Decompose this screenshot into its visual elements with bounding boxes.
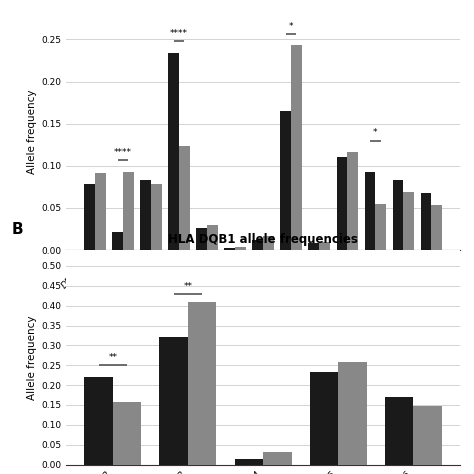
Bar xyxy=(291,46,302,250)
Bar xyxy=(403,192,414,250)
Bar xyxy=(281,111,291,250)
Bar xyxy=(235,247,246,250)
Bar xyxy=(338,363,367,465)
Bar xyxy=(112,232,123,250)
Text: ****: **** xyxy=(114,147,132,156)
Y-axis label: Allele frequency: Allele frequency xyxy=(27,90,37,174)
Bar xyxy=(123,172,134,250)
Legend: LOMG, Controls: LOMG, Controls xyxy=(194,345,332,364)
Title: HLA DQB1 allele frequencies: HLA DQB1 allele frequencies xyxy=(168,233,358,246)
Bar xyxy=(319,242,330,250)
Bar xyxy=(196,228,207,250)
Bar xyxy=(310,372,338,465)
Bar xyxy=(140,180,151,250)
Text: **: ** xyxy=(108,354,117,363)
Bar xyxy=(95,173,106,250)
Bar xyxy=(347,152,358,250)
Bar xyxy=(385,397,413,465)
Bar xyxy=(263,452,292,465)
Bar xyxy=(113,402,141,465)
Bar xyxy=(253,240,263,250)
Text: B: B xyxy=(11,222,23,237)
Bar xyxy=(151,183,162,250)
Y-axis label: Allele frequency: Allele frequency xyxy=(27,315,37,400)
Bar xyxy=(420,193,431,250)
Bar xyxy=(309,243,319,250)
Bar xyxy=(207,225,218,250)
Bar xyxy=(392,180,403,250)
Text: *: * xyxy=(289,22,293,31)
Bar xyxy=(179,146,190,250)
Bar xyxy=(337,157,347,250)
Bar xyxy=(375,204,386,250)
Text: *: * xyxy=(373,128,377,137)
Bar xyxy=(224,248,235,250)
Bar xyxy=(168,53,179,250)
Bar xyxy=(235,458,263,465)
Bar xyxy=(431,205,442,250)
Bar xyxy=(188,302,217,465)
Bar xyxy=(263,236,273,250)
Bar xyxy=(159,337,188,465)
Bar xyxy=(84,377,113,465)
Text: ****: **** xyxy=(170,29,188,38)
Bar xyxy=(365,172,375,250)
Bar xyxy=(84,184,95,250)
Text: **: ** xyxy=(183,282,192,291)
Bar xyxy=(413,406,442,465)
